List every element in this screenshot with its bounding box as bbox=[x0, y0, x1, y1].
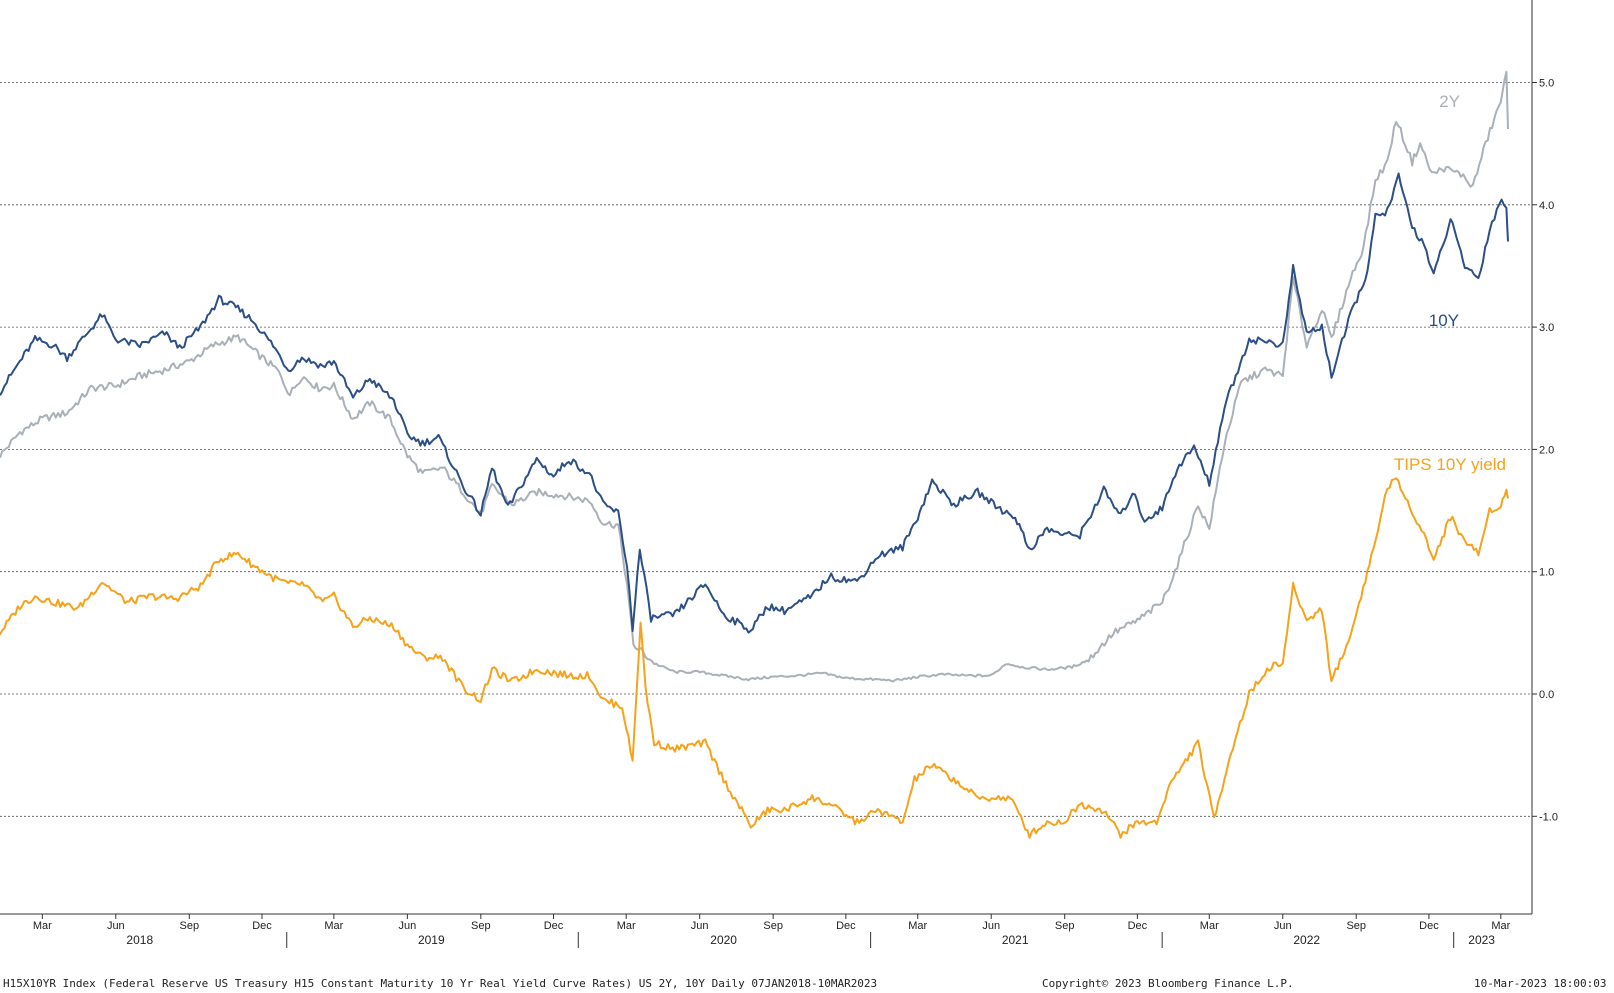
y-tick-label: 3.0 bbox=[1539, 322, 1554, 334]
series-line-tips-10y-yield bbox=[0, 477, 1509, 839]
x-tick-label: Jun bbox=[691, 920, 709, 932]
x-tick-label: Mar bbox=[33, 920, 52, 932]
y-tick-label: 5.0 bbox=[1539, 78, 1554, 90]
x-tick-label: Jun bbox=[398, 920, 416, 932]
year-label: 2018 bbox=[126, 933, 153, 947]
x-tick-label: Dec bbox=[544, 920, 564, 932]
year-label: 2021 bbox=[1002, 933, 1029, 947]
footer-timestamp: 10-Mar-2023 18:00:03 bbox=[1474, 977, 1607, 990]
series-label-10y: 10Y bbox=[1429, 311, 1459, 330]
footer-copyright: Copyright© 2023 Bloomberg Finance L.P. bbox=[1042, 977, 1294, 990]
year-label: 2019 bbox=[418, 933, 445, 947]
x-tick-label: Mar bbox=[1200, 920, 1219, 932]
year-label: 2020 bbox=[710, 933, 737, 947]
x-tick-label: Jun bbox=[107, 920, 125, 932]
year-label: 2022 bbox=[1293, 933, 1320, 947]
x-tick-label: Jun bbox=[982, 920, 1000, 932]
series-lines bbox=[0, 70, 1509, 839]
x-tick-label: Sep bbox=[471, 920, 491, 932]
series-line-2y bbox=[0, 70, 1509, 683]
x-tick-label: Dec bbox=[836, 920, 856, 932]
x-tick-label: Sep bbox=[180, 920, 200, 932]
x-tick-label: Sep bbox=[1346, 920, 1366, 932]
year-label: 2023 bbox=[1468, 933, 1495, 947]
x-tick-label: Mar bbox=[908, 920, 927, 932]
y-tick-label: 4.0 bbox=[1539, 200, 1554, 212]
x-tick-label: Dec bbox=[1128, 920, 1148, 932]
x-tick-label: Jun bbox=[1274, 920, 1292, 932]
series-line-10y bbox=[0, 172, 1509, 634]
series-label-tips-10y-yield: TIPS 10Y yield bbox=[1394, 455, 1506, 474]
x-tick-label: Mar bbox=[324, 920, 343, 932]
series-label-2y: 2Y bbox=[1439, 92, 1460, 111]
x-tick-label: Mar bbox=[617, 920, 636, 932]
x-tick-label: Sep bbox=[1055, 920, 1075, 932]
x-tick-label: Sep bbox=[763, 920, 783, 932]
y-tick-label: -1.0 bbox=[1539, 811, 1558, 823]
x-tick-label: Dec bbox=[252, 920, 272, 932]
y-tick-label: 1.0 bbox=[1539, 567, 1554, 579]
y-tick-label: 0.0 bbox=[1539, 689, 1554, 701]
grid-lines bbox=[0, 82, 1532, 817]
x-tick-label: Mar bbox=[1491, 920, 1510, 932]
x-tick-label: Dec bbox=[1419, 920, 1439, 932]
axes: 5.0 4.0 3.0 2.0 1.0 0.0 -1.0 Mar Jun Sep Dec Mar Jun… bbox=[0, 0, 1558, 948]
y-tick-label: 2.0 bbox=[1539, 444, 1554, 456]
series-labels: 2Y 10Y TIPS 10Y yield bbox=[1394, 92, 1506, 474]
footer-source: H15X10YR Index (Federal Reserve US Treas… bbox=[3, 977, 878, 990]
